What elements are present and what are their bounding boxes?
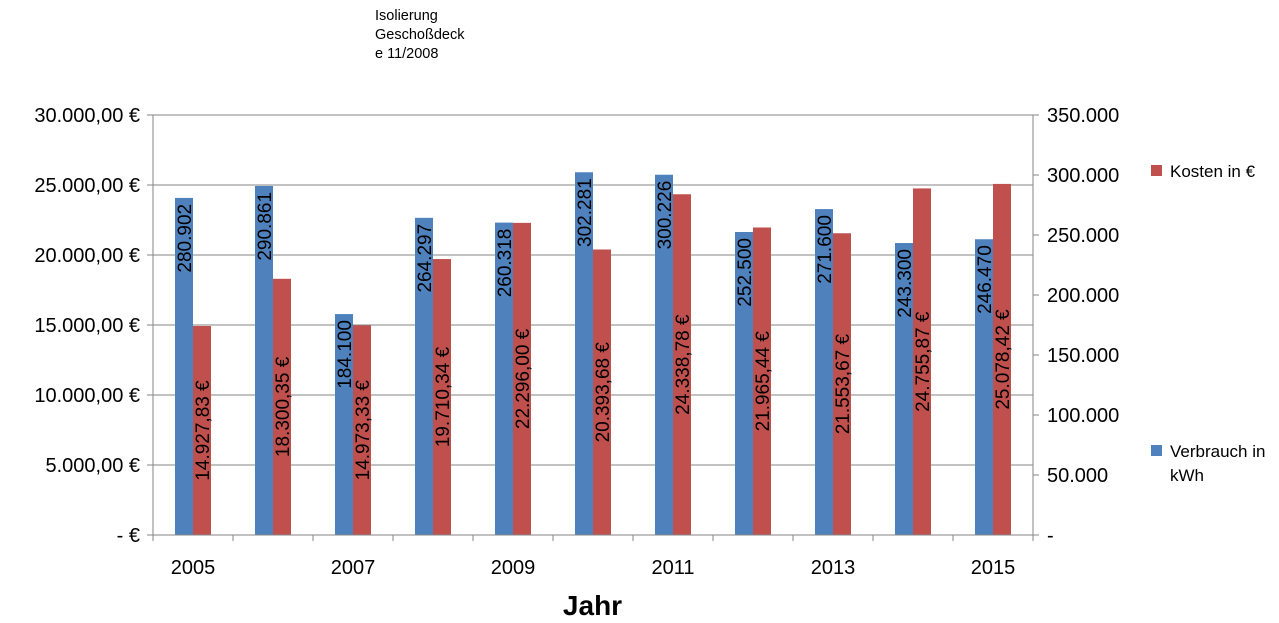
data-label-kosten: 22.296,00 € xyxy=(513,328,534,429)
data-label-kosten: 21.965,44 € xyxy=(753,331,774,432)
right-tick-label: 250.000 xyxy=(1047,225,1119,247)
data-label-kosten: 24.755,87 € xyxy=(913,311,934,412)
bar-kosten xyxy=(993,183,1011,536)
legend-item-kosten: Kosten in € xyxy=(1151,160,1270,184)
left-axis-ticks: - € 5.000,00 € 10.000,00 € 15.000,00 € 20.00… xyxy=(34,105,153,547)
x-tick-label: 2005 xyxy=(171,557,216,579)
left-tick-label: 20.000,00 € xyxy=(34,245,140,267)
left-tick-label: 10.000,00 € xyxy=(34,385,140,407)
right-tick-label: 300.000 xyxy=(1047,165,1119,187)
legend-swatch-kosten xyxy=(1151,165,1162,176)
bars-group xyxy=(175,172,1011,536)
data-label-verbrauch: 300.226 xyxy=(655,181,676,250)
annotation-line-3: e 11/2008 xyxy=(375,46,439,62)
data-label-verbrauch: 246.470 xyxy=(975,245,996,314)
legend-label-verbrauch: Verbrauch in kWh xyxy=(1170,442,1266,485)
right-tick-label: 350.000 xyxy=(1047,105,1119,127)
data-label-kosten: 14.927,83 € xyxy=(193,380,214,481)
bar-kosten xyxy=(353,325,371,535)
data-label-kosten: 14.973,33 € xyxy=(353,380,374,481)
left-tick-label: - € xyxy=(117,525,140,547)
data-label-verbrauch: 243.300 xyxy=(895,249,916,318)
x-axis-ticks: 2005 2007 2009 2011 2013 2015 xyxy=(152,535,1034,579)
annotation-line-1: Isolierung xyxy=(375,8,438,24)
bar-verbrauch xyxy=(255,185,273,535)
bar-verbrauch xyxy=(575,172,593,535)
data-label-kosten: 19.710,34 € xyxy=(433,346,454,447)
bar-kosten xyxy=(433,259,451,535)
left-tick-label: 30.000,00 € xyxy=(34,105,140,127)
legend-item-verbrauch: Verbrauch in kWh xyxy=(1151,440,1270,488)
legend-swatch-verbrauch xyxy=(1151,445,1162,456)
legend-label-kosten: Kosten in € xyxy=(1170,162,1256,181)
bar-kosten xyxy=(193,326,211,535)
data-label-kosten: 24.338,78 € xyxy=(673,314,694,415)
bar-verbrauch xyxy=(335,314,353,535)
data-labels: 280.902 14.927,83 € 290.861 18.300,35 € 184.… xyxy=(175,178,1014,480)
data-label-verbrauch: 252.500 xyxy=(735,238,756,307)
x-tick-label: 2011 xyxy=(651,557,694,579)
bar-kosten xyxy=(273,278,291,535)
chart-annotation: Isolierung Geschoßdeck e 11/2008 xyxy=(375,7,495,64)
data-label-kosten: 25.078,42 € xyxy=(993,309,1014,410)
x-tick-label: 2013 xyxy=(811,557,856,579)
bar-verbrauch xyxy=(735,232,753,535)
data-label-kosten: 21.553,67 € xyxy=(833,334,854,435)
bar-kosten xyxy=(753,227,771,536)
right-tick-label: 50.000 xyxy=(1047,465,1108,487)
data-label-verbrauch: 264.297 xyxy=(415,224,436,293)
bar-verbrauch xyxy=(495,222,513,535)
data-label-kosten: 18.300,35 € xyxy=(273,356,294,457)
right-tick-label: - xyxy=(1047,525,1054,547)
data-label-verbrauch: 260.318 xyxy=(495,229,516,298)
left-tick-label: 25.000,00 € xyxy=(34,175,140,197)
right-axis-ticks: - 50.000 100.000 150.000 200.000 250.000 300.0… xyxy=(1033,105,1119,547)
data-label-verbrauch: 302.281 xyxy=(575,178,596,247)
left-tick-label: 15.000,00 € xyxy=(34,315,140,337)
data-label-verbrauch: 290.861 xyxy=(255,192,276,261)
data-label-verbrauch: 280.902 xyxy=(175,204,196,273)
data-label-verbrauch: 184.100 xyxy=(335,320,356,389)
x-axis-title: Jahr xyxy=(562,590,623,621)
bar-verbrauch xyxy=(415,217,433,535)
bar-kosten xyxy=(913,188,931,535)
bar-verbrauch xyxy=(975,239,993,535)
data-label-kosten: 20.393,68 € xyxy=(593,342,614,443)
x-tick-label: 2009 xyxy=(491,557,536,579)
bar-verbrauch xyxy=(655,174,673,535)
x-axis-title-wrap: Jahr xyxy=(0,590,1279,622)
bar-verbrauch xyxy=(895,243,913,536)
right-tick-label: 200.000 xyxy=(1047,285,1119,307)
annotation-line-2: Geschoßdeck xyxy=(375,27,465,43)
right-tick-label: 150.000 xyxy=(1047,345,1119,367)
bar-verbrauch xyxy=(175,197,193,535)
left-tick-label: 5.000,00 € xyxy=(45,455,140,477)
right-tick-label: 100.000 xyxy=(1047,405,1119,427)
x-tick-label: 2015 xyxy=(971,557,1016,579)
x-tick-label: 2007 xyxy=(331,557,376,579)
data-label-verbrauch: 271.600 xyxy=(815,215,836,284)
bar-kosten xyxy=(673,194,691,535)
bar-verbrauch xyxy=(815,209,833,535)
bar-kosten xyxy=(593,249,611,536)
bar-kosten xyxy=(833,233,851,535)
bar-kosten xyxy=(513,222,531,535)
